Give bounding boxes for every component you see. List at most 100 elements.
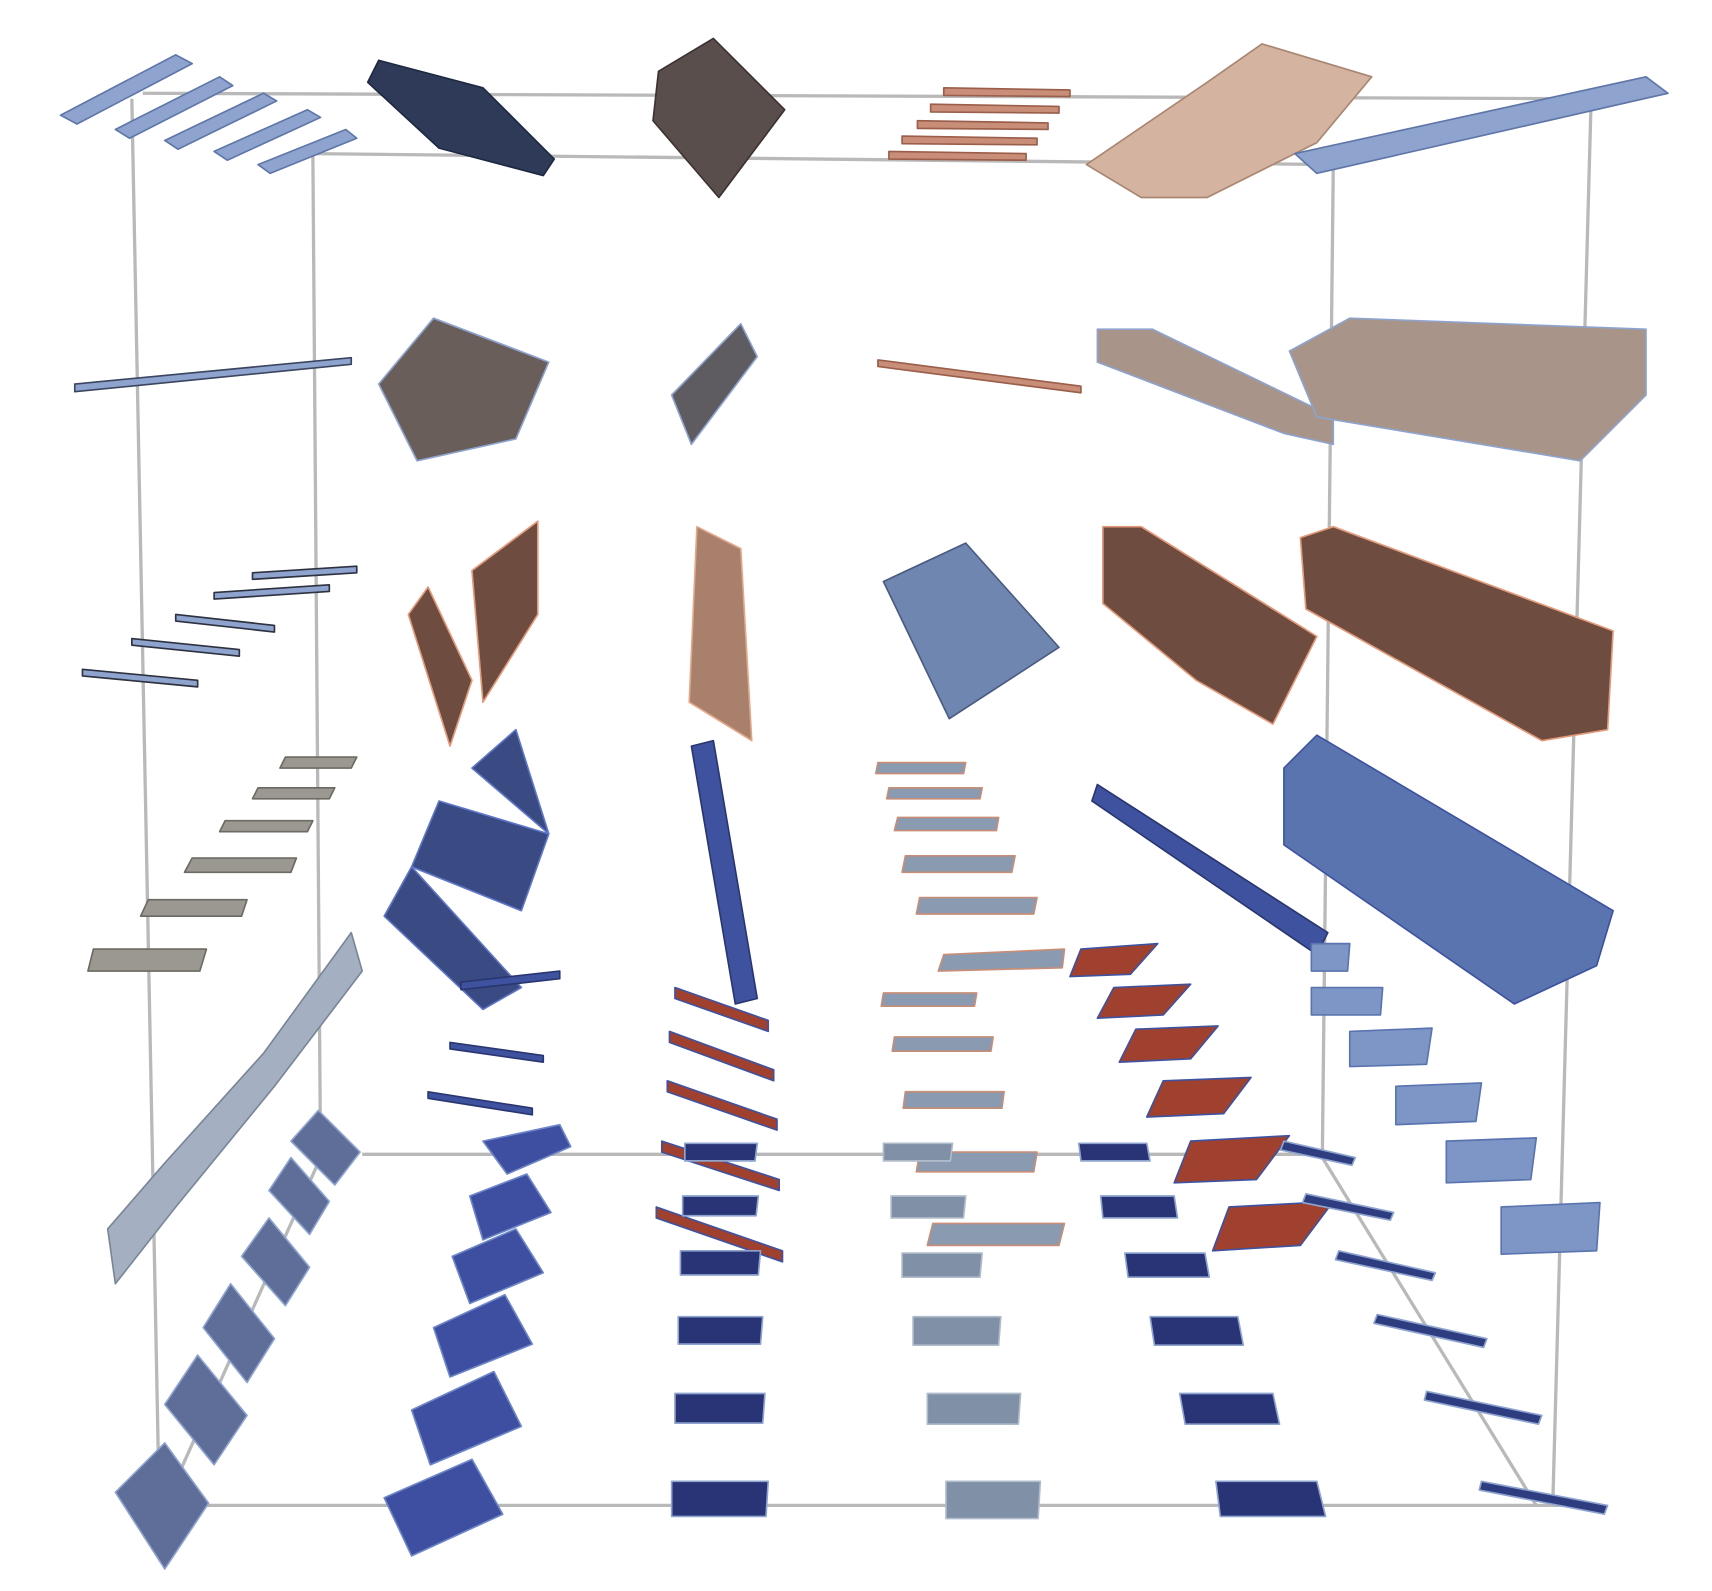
glyph [1096,983,1192,1020]
box-edge [130,98,161,1506]
glyph [688,525,753,742]
box-edge [1551,98,1593,1506]
glyph [1299,525,1614,742]
glyph [1077,1142,1151,1162]
box-edge [142,91,1592,101]
glyph-row [1102,525,1614,742]
glyph [882,1142,954,1162]
glyph [366,59,556,177]
glyph-row [888,86,1071,162]
glyph-row [882,1142,1042,1520]
glyph [377,317,550,462]
glyph [1310,942,1351,972]
glyph [1173,1134,1291,1184]
glyph-row [383,728,550,1011]
glyph-row [688,525,753,742]
glyph [916,119,1049,131]
glyph-row [114,1109,361,1570]
glyph [383,1458,504,1557]
glyph [890,1195,967,1219]
glyph [1478,1480,1609,1516]
glyph-row [1069,942,1335,1252]
glyph [681,1195,760,1217]
glyph-row [73,356,353,393]
glyph [213,108,322,162]
glyph-row [655,986,784,1263]
glyph [460,970,561,991]
glyph-row [1310,942,1601,1255]
glyph [929,103,1060,114]
glyph [901,135,1038,146]
glyph [1124,1252,1211,1279]
glyph-row [1077,1142,1327,1518]
glyph [674,986,770,1033]
glyph [471,520,539,704]
glyph [106,931,364,1285]
glyph-row [81,565,358,688]
glyph-row [366,59,556,177]
glyph [1085,43,1373,199]
glyph [1178,1392,1281,1426]
glyph [139,898,248,918]
glyph [891,1036,994,1052]
glyph [81,668,199,688]
glyph [885,786,984,800]
glyph [114,75,234,140]
glyph-row [1294,75,1669,175]
glyph [1118,1025,1219,1063]
glyph-row [877,359,1082,394]
glyph [655,1206,784,1263]
glyph [893,816,1000,832]
glyph-row [880,948,1066,1247]
glyph [1301,1192,1395,1221]
glyph [240,1217,311,1307]
glyph [213,584,331,600]
glyph [218,819,314,833]
glyph [926,1392,1022,1426]
glyph [915,896,1038,915]
glyph [1395,1082,1483,1126]
glyph [1288,317,1647,462]
glyph [666,1079,778,1131]
glyph-row [377,317,550,462]
glyph [668,1030,775,1082]
glyph [901,855,1016,874]
glyph [268,1156,331,1236]
glyph [251,786,336,800]
glyph [257,128,358,175]
glyph-row [670,322,759,446]
glyph-row [427,970,561,1116]
glyph [407,586,473,747]
glyph [1149,1315,1245,1347]
glyph [383,865,523,1011]
glyph-row [407,520,539,747]
glyph-row [1096,317,1647,462]
glyph [937,948,1066,972]
glyph [1445,1137,1538,1184]
glyph [1099,1195,1179,1219]
glyph [427,1090,534,1116]
glyph [468,1173,552,1241]
glyph [471,728,550,835]
glyph [279,756,358,769]
glyph [290,1109,361,1186]
glyph [1334,1250,1437,1282]
glyph-row [882,542,1060,720]
glyph [59,54,193,125]
glyph [912,1315,1002,1347]
glyph [410,1370,523,1466]
glyph [174,613,276,633]
glyph [945,1480,1042,1520]
glyph [183,857,298,874]
glyph [679,1250,762,1276]
glyph [880,992,978,1007]
glyph [1294,75,1669,175]
glyph [432,1293,534,1378]
glyph [1096,328,1335,446]
glyph [1423,1390,1543,1426]
glyph [670,322,759,446]
glyph [1102,525,1318,726]
glyph [684,1142,759,1162]
